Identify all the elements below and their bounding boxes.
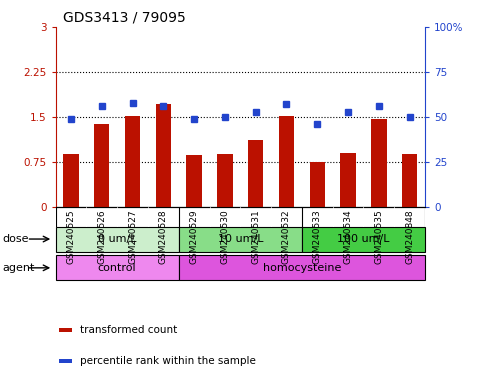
Text: control: control [98,263,136,273]
Bar [302,227,425,252]
Text: GSM240533: GSM240533 [313,209,322,264]
Bar [63,154,79,207]
Bar [125,116,140,207]
Bar [186,155,202,207]
Bar [179,227,302,252]
Bar [56,255,179,280]
Text: GSM240530: GSM240530 [220,209,229,264]
Text: GSM240527: GSM240527 [128,209,137,263]
Text: GSM240528: GSM240528 [159,209,168,263]
Bar [371,119,386,207]
Text: GSM240532: GSM240532 [282,209,291,263]
Bar [279,116,294,207]
Text: GSM240848: GSM240848 [405,209,414,263]
Bar [179,255,425,280]
Bar [59,328,72,333]
Text: GDS3413 / 79095: GDS3413 / 79095 [63,10,185,24]
Text: GSM240529: GSM240529 [190,209,199,263]
Text: transformed count: transformed count [80,325,177,335]
Text: GSM240535: GSM240535 [374,209,384,264]
Text: 0 um/L: 0 um/L [98,234,136,244]
Bar [56,227,179,252]
Text: agent: agent [2,263,35,273]
Bar [341,153,356,207]
Text: GSM240534: GSM240534 [343,209,353,263]
Text: GSM240525: GSM240525 [67,209,75,263]
Bar [248,140,263,207]
Text: 100 um/L: 100 um/L [337,234,390,244]
Bar [217,154,233,207]
Text: percentile rank within the sample: percentile rank within the sample [80,356,256,366]
Text: dose: dose [2,234,29,244]
Bar [156,104,171,207]
Bar [310,162,325,207]
Text: 10 um/L: 10 um/L [217,234,263,244]
Bar [402,154,417,207]
Bar [56,207,425,208]
Text: GSM240526: GSM240526 [97,209,106,263]
Bar [94,124,110,207]
Bar [59,359,72,363]
Text: homocysteine: homocysteine [263,263,341,273]
Text: GSM240531: GSM240531 [251,209,260,264]
